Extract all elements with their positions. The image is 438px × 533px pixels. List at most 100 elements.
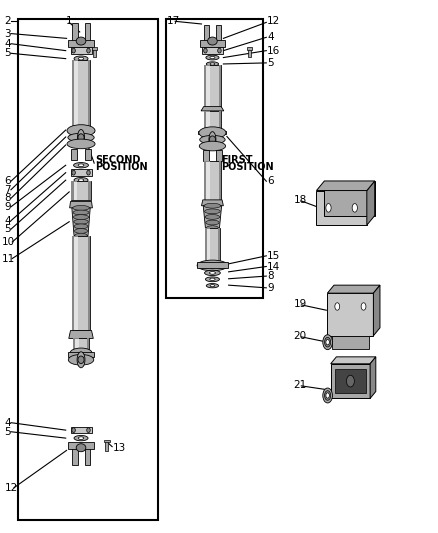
Ellipse shape bbox=[73, 210, 89, 215]
Polygon shape bbox=[219, 161, 221, 200]
Polygon shape bbox=[205, 228, 220, 261]
Bar bbox=[93, 49, 96, 57]
Text: 2: 2 bbox=[4, 17, 11, 26]
Text: SECOND: SECOND bbox=[95, 155, 141, 165]
Polygon shape bbox=[219, 111, 221, 133]
Ellipse shape bbox=[78, 130, 85, 146]
Bar bbox=[248, 49, 251, 57]
Polygon shape bbox=[201, 107, 224, 111]
Ellipse shape bbox=[70, 348, 92, 358]
Polygon shape bbox=[328, 293, 373, 336]
Text: 19: 19 bbox=[293, 299, 307, 309]
Polygon shape bbox=[68, 352, 94, 357]
Polygon shape bbox=[74, 236, 78, 330]
Polygon shape bbox=[202, 47, 223, 54]
Text: 7: 7 bbox=[4, 185, 11, 195]
Bar bbox=[247, 47, 252, 50]
Polygon shape bbox=[88, 60, 90, 131]
Text: 5: 5 bbox=[4, 224, 11, 234]
Text: 16: 16 bbox=[267, 46, 280, 55]
Ellipse shape bbox=[74, 435, 88, 441]
Ellipse shape bbox=[199, 141, 226, 151]
Polygon shape bbox=[206, 161, 210, 200]
Polygon shape bbox=[332, 336, 369, 349]
Polygon shape bbox=[85, 149, 91, 160]
Text: 12: 12 bbox=[4, 483, 18, 492]
Polygon shape bbox=[88, 181, 91, 200]
Polygon shape bbox=[72, 60, 74, 131]
Text: 5: 5 bbox=[267, 58, 274, 68]
Ellipse shape bbox=[72, 427, 75, 433]
Ellipse shape bbox=[206, 284, 219, 288]
Polygon shape bbox=[331, 364, 370, 399]
Polygon shape bbox=[74, 181, 77, 200]
Ellipse shape bbox=[204, 48, 207, 53]
Ellipse shape bbox=[68, 354, 94, 365]
Ellipse shape bbox=[75, 233, 87, 238]
Polygon shape bbox=[218, 228, 220, 261]
Text: 15: 15 bbox=[267, 251, 280, 261]
Ellipse shape bbox=[326, 204, 331, 212]
Polygon shape bbox=[75, 338, 79, 352]
Ellipse shape bbox=[67, 125, 95, 136]
Ellipse shape bbox=[205, 209, 220, 214]
Ellipse shape bbox=[205, 277, 219, 282]
Ellipse shape bbox=[205, 270, 220, 276]
Ellipse shape bbox=[205, 215, 219, 220]
Polygon shape bbox=[69, 330, 93, 338]
Ellipse shape bbox=[67, 139, 95, 149]
Text: 4: 4 bbox=[4, 39, 11, 49]
Ellipse shape bbox=[210, 63, 215, 65]
Text: FIRST: FIRST bbox=[221, 155, 253, 165]
Text: POSITION: POSITION bbox=[221, 163, 274, 172]
Text: 18: 18 bbox=[293, 195, 307, 205]
Ellipse shape bbox=[78, 58, 84, 60]
Ellipse shape bbox=[209, 272, 215, 274]
Ellipse shape bbox=[206, 62, 219, 66]
Polygon shape bbox=[71, 169, 92, 176]
Polygon shape bbox=[204, 161, 221, 200]
Polygon shape bbox=[87, 338, 89, 352]
Text: 6: 6 bbox=[267, 176, 274, 186]
Polygon shape bbox=[73, 338, 75, 352]
Ellipse shape bbox=[352, 204, 357, 212]
Text: 4: 4 bbox=[4, 216, 11, 225]
Polygon shape bbox=[316, 181, 374, 191]
Ellipse shape bbox=[87, 427, 90, 433]
Ellipse shape bbox=[323, 388, 332, 403]
Polygon shape bbox=[204, 65, 221, 107]
Ellipse shape bbox=[74, 177, 88, 183]
Polygon shape bbox=[72, 23, 78, 43]
Text: 4: 4 bbox=[4, 418, 11, 427]
Text: 10: 10 bbox=[2, 237, 15, 247]
Polygon shape bbox=[204, 111, 221, 133]
Polygon shape bbox=[207, 228, 210, 261]
Polygon shape bbox=[215, 25, 221, 43]
Text: 12: 12 bbox=[267, 17, 280, 26]
Ellipse shape bbox=[206, 220, 219, 225]
Ellipse shape bbox=[87, 48, 90, 53]
Bar bbox=[105, 441, 108, 451]
Polygon shape bbox=[68, 129, 94, 132]
Polygon shape bbox=[71, 427, 92, 433]
Ellipse shape bbox=[204, 203, 221, 208]
Polygon shape bbox=[328, 285, 380, 293]
Text: 9: 9 bbox=[4, 202, 11, 212]
Text: 20: 20 bbox=[293, 331, 307, 341]
Polygon shape bbox=[73, 338, 89, 352]
Text: 5: 5 bbox=[4, 427, 11, 437]
Ellipse shape bbox=[208, 37, 217, 45]
Ellipse shape bbox=[87, 170, 90, 175]
Ellipse shape bbox=[74, 229, 88, 233]
Text: 14: 14 bbox=[267, 262, 280, 271]
Polygon shape bbox=[70, 201, 92, 208]
Ellipse shape bbox=[73, 205, 89, 211]
Polygon shape bbox=[68, 442, 94, 449]
Bar bbox=[104, 440, 110, 442]
Polygon shape bbox=[206, 111, 210, 133]
Polygon shape bbox=[85, 23, 90, 43]
Polygon shape bbox=[71, 149, 77, 160]
Polygon shape bbox=[72, 60, 90, 131]
Polygon shape bbox=[201, 200, 223, 206]
Ellipse shape bbox=[335, 303, 340, 310]
